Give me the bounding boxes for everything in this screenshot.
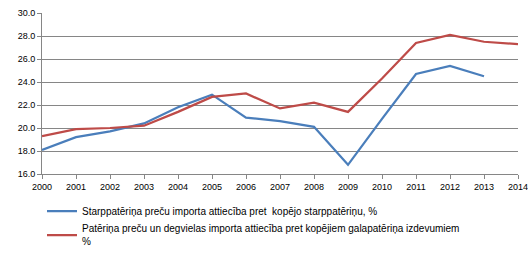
svg-text:Patēriņa preču un degvielas im: Patēriņa preču un degvielas importa atti… xyxy=(82,223,459,247)
svg-text:2012: 2012 xyxy=(440,182,460,192)
svg-text:20.0: 20.0 xyxy=(18,123,36,133)
svg-text:2007: 2007 xyxy=(270,182,290,192)
svg-text:2011: 2011 xyxy=(406,182,425,192)
svg-text:26.0: 26.0 xyxy=(18,54,36,64)
svg-text:2005: 2005 xyxy=(202,182,222,192)
svg-text:28.0: 28.0 xyxy=(18,31,36,41)
svg-text:2008: 2008 xyxy=(304,182,324,192)
svg-text:30.0: 30.0 xyxy=(18,8,36,18)
svg-text:16.0: 16.0 xyxy=(18,169,36,179)
svg-text:2013: 2013 xyxy=(474,182,494,192)
svg-text:2001: 2001 xyxy=(66,182,86,192)
svg-text:22.0: 22.0 xyxy=(18,100,36,110)
svg-text:2006: 2006 xyxy=(236,182,256,192)
svg-text:2003: 2003 xyxy=(134,182,154,192)
svg-text:2002: 2002 xyxy=(100,182,120,192)
svg-text:24.0: 24.0 xyxy=(18,77,36,87)
svg-text:2009: 2009 xyxy=(338,182,358,192)
svg-text:Starppatēriņa preču importa at: Starppatēriņa preču importa attiecība pr… xyxy=(82,206,377,217)
svg-text:2004: 2004 xyxy=(168,182,188,192)
svg-text:2014: 2014 xyxy=(508,182,528,192)
svg-text:2000: 2000 xyxy=(32,182,52,192)
svg-text:2010: 2010 xyxy=(372,182,392,192)
svg-text:18.0: 18.0 xyxy=(18,146,36,156)
